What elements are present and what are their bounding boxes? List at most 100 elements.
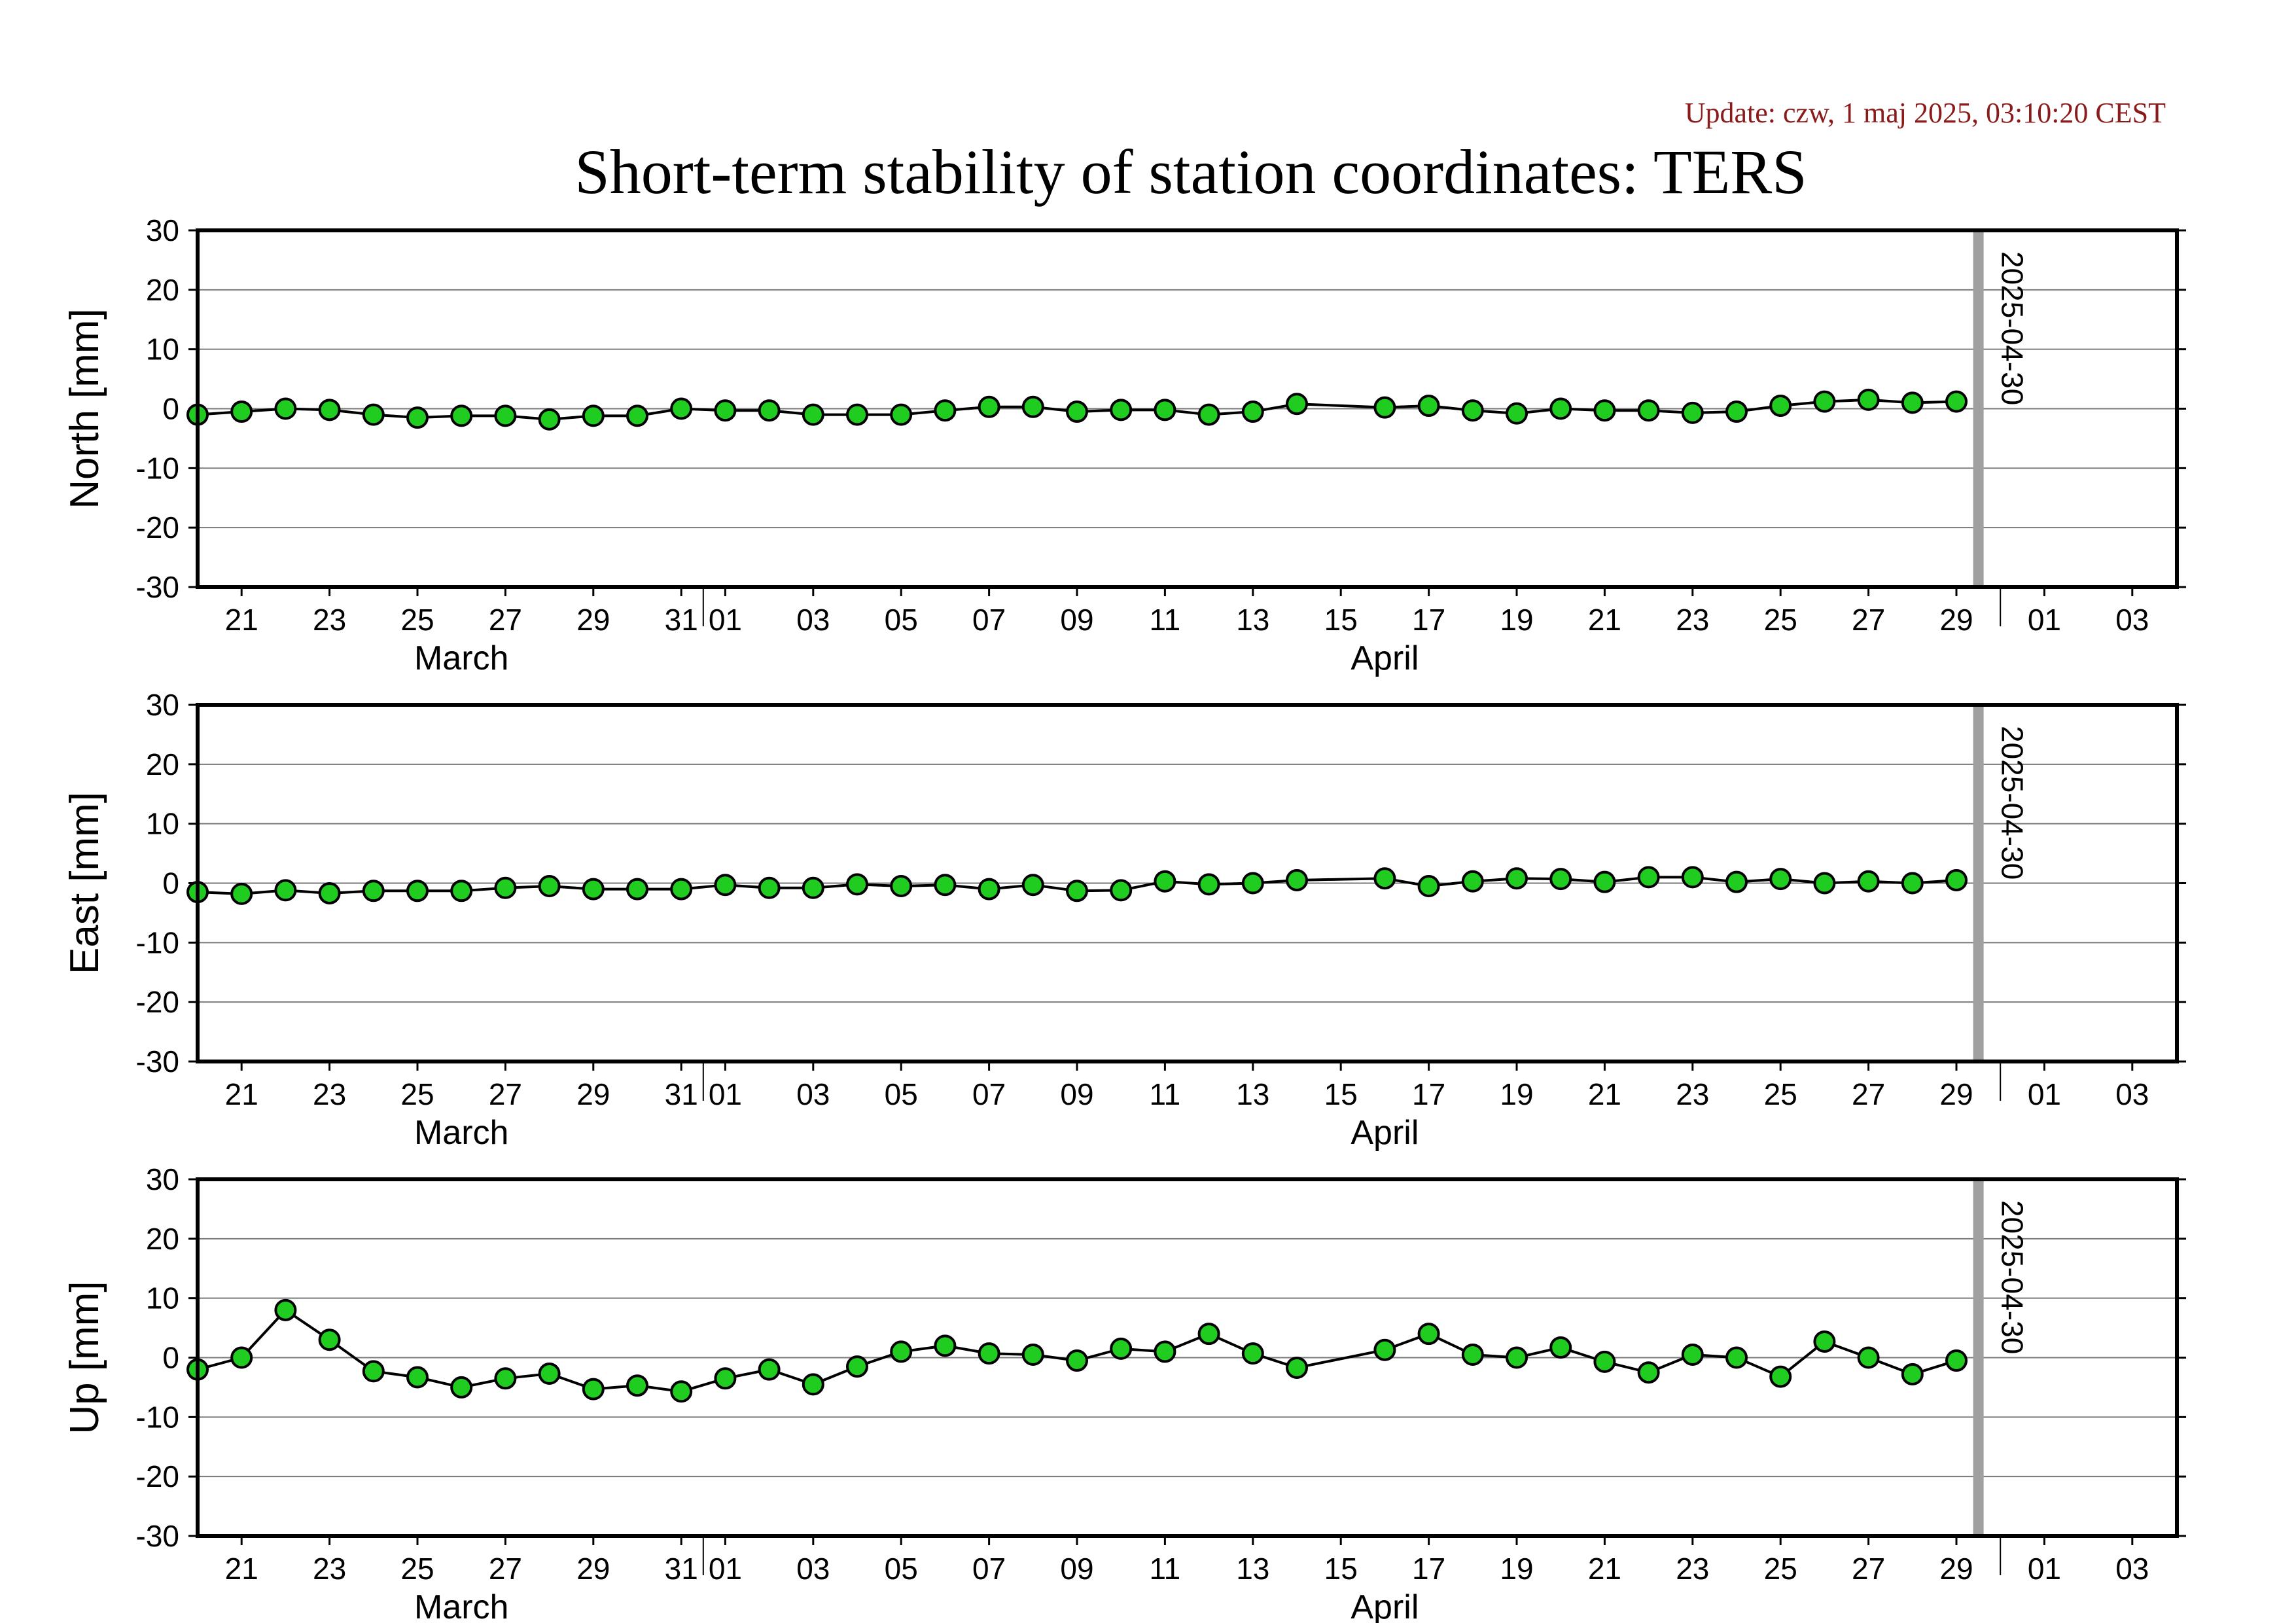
date-marker-label: 2025-04-30	[1996, 251, 2030, 405]
x-tick-label: 29	[1939, 1077, 1973, 1111]
x-tick-label: 21	[225, 1552, 258, 1586]
data-point	[1066, 401, 1088, 423]
data-point	[1110, 879, 1133, 902]
x-tick-label: 21	[1588, 1552, 1621, 1586]
data-point	[626, 404, 648, 427]
data-point	[1549, 1336, 1572, 1359]
data-point	[670, 397, 693, 420]
data-point	[1593, 870, 1616, 893]
x-tick-label: 25	[400, 603, 434, 637]
data-point	[1769, 394, 1792, 417]
x-tick-label: 25	[1764, 1552, 1797, 1586]
data-point	[758, 399, 781, 422]
x-tick-label: 03	[2115, 603, 2149, 637]
data-point	[1945, 390, 1968, 413]
x-tick-label: 03	[796, 1552, 830, 1586]
y-axis-label: North [mm]	[62, 308, 107, 509]
x-tick-label: 25	[400, 1552, 434, 1586]
x-tick-label: 23	[313, 603, 346, 637]
data-point	[670, 1380, 693, 1403]
data-point	[318, 1329, 341, 1351]
plot-frame	[196, 703, 2179, 1063]
x-tick-label: 09	[1060, 603, 1093, 637]
data-point	[890, 1340, 913, 1363]
x-tick-label: 17	[1412, 1077, 1445, 1111]
data-point	[1506, 867, 1528, 890]
data-point	[1593, 399, 1616, 422]
data-point	[1813, 1330, 1836, 1353]
data-point	[1197, 873, 1220, 896]
data-point	[1373, 867, 1396, 890]
data-point	[1286, 393, 1308, 416]
y-tick-label: 0	[162, 1341, 179, 1375]
x-tick-label: 11	[1150, 603, 1181, 637]
update-timestamp: Update: czw, 1 maj 2025, 03:10:20 CEST	[1685, 97, 2166, 129]
chart-panels: 30 20 10 0 -10 -20 -30 North [mm] 2025-04-30 21 23…	[62, 213, 2186, 1623]
data-point	[802, 403, 824, 426]
data-point	[362, 403, 385, 426]
data-point	[934, 1334, 957, 1357]
month-label: April	[1351, 1114, 1419, 1152]
x-tick-label: 21	[1588, 1077, 1621, 1111]
y-axis-label: East [mm]	[62, 792, 107, 974]
y-tick-label: 20	[146, 747, 179, 781]
data-point	[1021, 874, 1044, 897]
x-tick-label: 27	[489, 1077, 522, 1111]
data-point	[582, 1378, 605, 1400]
month-label: March	[414, 1588, 508, 1623]
data-point	[1417, 394, 1440, 417]
data-point	[1506, 1346, 1528, 1369]
data-point	[802, 1373, 824, 1396]
data-point	[1945, 868, 1968, 891]
x-tick-label: 21	[225, 1077, 258, 1111]
data-point	[1725, 401, 1748, 423]
y-tick-label: -20	[136, 510, 179, 544]
chart-panel: 30 20 10 0 -10 -20 -30 East [mm] 2025-04-30 21 23 2…	[62, 688, 2186, 1152]
x-tick-label: 21	[225, 603, 258, 637]
x-tick-label: 29	[576, 603, 610, 637]
x-tick-label: 15	[1324, 1552, 1358, 1586]
y-tick-label: 10	[146, 332, 179, 366]
data-point	[1857, 870, 1880, 893]
x-tick-label: 03	[2115, 1552, 2149, 1586]
data-point	[230, 401, 253, 423]
x-tick-label: 27	[489, 1552, 522, 1586]
data-point	[1021, 1343, 1044, 1366]
x-tick-label: 07	[972, 1077, 1006, 1111]
data-point	[1154, 870, 1176, 893]
x-tick-label: 31	[665, 1077, 698, 1111]
series-line	[197, 398, 1957, 421]
x-tick-label: 01	[2028, 1077, 2061, 1111]
date-marker-line	[1973, 705, 1984, 1061]
x-tick-label: 25	[1764, 603, 1797, 637]
data-point	[274, 1298, 297, 1321]
data-point	[406, 880, 429, 902]
data-point	[1066, 880, 1088, 902]
y-tick-label: -30	[136, 1519, 179, 1553]
data-point	[1725, 1346, 1748, 1369]
y-tick-label: 30	[146, 1162, 179, 1196]
data-point	[1373, 396, 1396, 419]
data-point	[846, 403, 868, 426]
data-point	[1945, 1349, 1968, 1372]
data-point	[1857, 388, 1880, 411]
x-tick-label: 25	[1764, 1077, 1797, 1111]
data-point	[538, 408, 561, 431]
data-point	[1681, 401, 1704, 424]
data-point	[1286, 1356, 1308, 1379]
y-tick-label: 20	[146, 1222, 179, 1256]
data-point	[1154, 399, 1176, 421]
data-point	[1549, 397, 1572, 420]
data-point	[1901, 391, 1924, 414]
chart-panel: 30 20 10 0 -10 -20 -30 North [mm] 2025-04-30 21 23…	[62, 213, 2186, 677]
x-tick-label: 01	[709, 603, 742, 637]
data-point	[450, 404, 473, 427]
data-point	[1110, 1337, 1133, 1360]
x-tick-label: 05	[885, 1552, 918, 1586]
y-tick-label: 20	[146, 273, 179, 307]
data-point	[1725, 870, 1748, 893]
y-tick-label: -10	[136, 925, 179, 959]
data-point	[1857, 1346, 1880, 1369]
x-tick-label: 29	[576, 1552, 610, 1586]
